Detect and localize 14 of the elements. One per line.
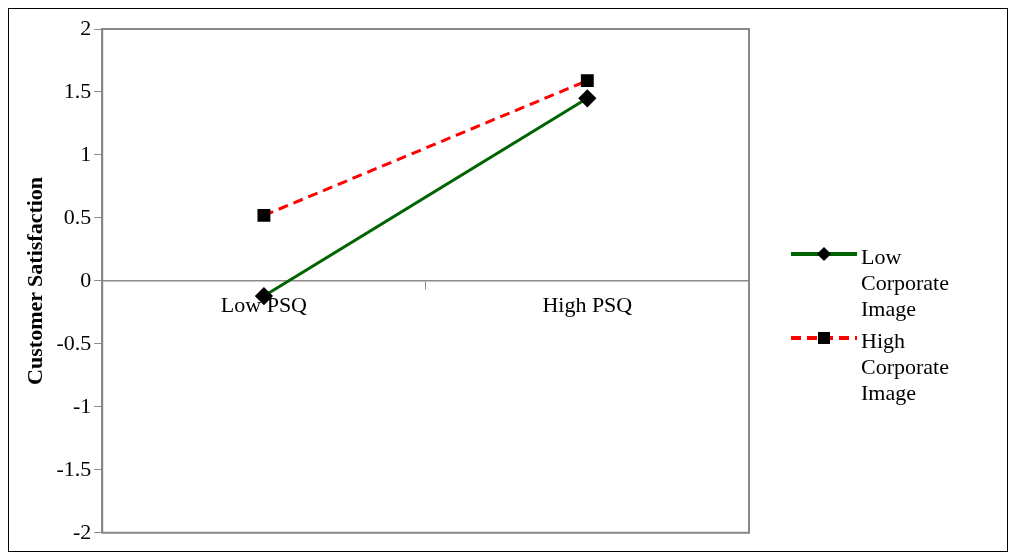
y-tick-label: 0.5 — [63, 203, 92, 229]
y-axis-title: Customer Satisfaction — [21, 176, 47, 385]
y-tick-label: -0.5 — [56, 329, 92, 355]
y-tick-label: 1 — [80, 140, 92, 166]
y-tick-label: -2 — [72, 518, 92, 544]
legend-label: Low Corporate Image — [861, 244, 950, 322]
y-tick-label: 1.5 — [63, 77, 92, 103]
x-tick-label: Low PSQ — [220, 291, 308, 317]
y-tick-label: 2 — [80, 14, 92, 40]
y-tick-label: 0 — [80, 266, 92, 292]
y-tick-label: -1.5 — [56, 455, 92, 481]
x-tick-label: High PSQ — [542, 291, 633, 317]
y-tick-label: -1 — [72, 392, 92, 418]
legend-label: High Corporate Image — [861, 328, 950, 406]
